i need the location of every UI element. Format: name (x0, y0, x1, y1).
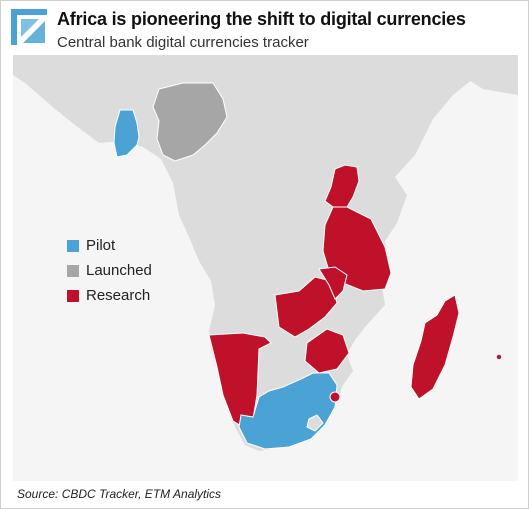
chart-subtitle: Central bank digital currencies tracker (57, 34, 309, 51)
legend-swatch-research (67, 289, 79, 302)
brand-logo-icon (11, 9, 47, 45)
legend-item-pilot: Pilot (67, 233, 152, 258)
country-nigeria (152, 82, 228, 162)
legend-label: Research (86, 287, 151, 304)
country-madagascar (410, 294, 460, 400)
legend: Pilot Launched Research (67, 233, 152, 308)
country-ghana (113, 109, 140, 158)
country-zambia (274, 276, 338, 338)
country-malawi (318, 266, 348, 300)
arabian-peninsula (408, 55, 518, 95)
legend-label: Pilot (86, 237, 116, 254)
country-zimbabwe (304, 328, 350, 374)
africa-map (13, 55, 518, 481)
legend-swatch-launched (67, 264, 79, 277)
legend-item-research: Research (67, 283, 152, 308)
legend-item-launched: Launched (67, 258, 152, 283)
country-mauritius (496, 354, 502, 360)
source-note: Source: CBDC Tracker, ETM Analytics (17, 487, 222, 501)
landmass (13, 55, 518, 451)
country-lesotho (306, 414, 324, 432)
chart-title: Africa is pioneering the shift to digita… (57, 9, 466, 29)
country-uganda (324, 164, 360, 208)
legend-swatch-pilot (67, 239, 79, 252)
country-namibia (208, 332, 272, 428)
country-eswatini (329, 391, 341, 403)
legend-label: Launched (86, 262, 152, 279)
